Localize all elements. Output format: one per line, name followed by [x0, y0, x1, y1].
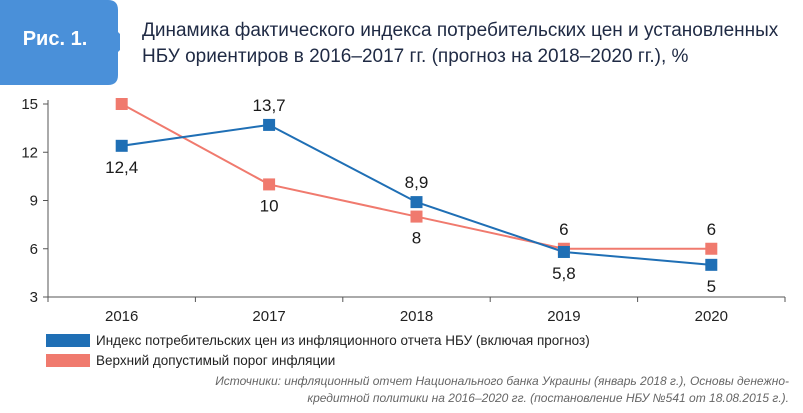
chart-title: Динамика фактического индекса потребител… — [142, 20, 779, 67]
marker-threshold — [263, 178, 276, 191]
legend-item-threshold: Верхний допустимый порог инфляции — [46, 350, 590, 370]
marker-cpi — [557, 245, 570, 258]
axes: 3 6 9 12 15 2016 2017 2018 2019 2020 — [21, 96, 786, 325]
data-labels: 12,4 15 13,7 10 8,9 8 5,8 6 5 6 — [105, 90, 716, 296]
figure-badge: Рис. 1. — [0, 0, 120, 85]
marker-cpi — [263, 118, 276, 131]
legend-swatch-threshold — [46, 353, 90, 367]
badge-shape — [0, 0, 120, 85]
data-label-threshold: 10 — [260, 196, 279, 215]
marker-cpi — [705, 258, 718, 271]
data-label-threshold: 8 — [412, 229, 421, 248]
legend-label-cpi: Индекс потребительских цен из инфляционн… — [96, 332, 590, 348]
data-label-cpi: 5,8 — [552, 264, 576, 283]
line-chart: 3 6 9 12 15 2016 2017 2018 2019 2020 12,4 15 13,7 10… — [21, 90, 786, 325]
source-note: Источники: инфляционный отчет Национальн… — [215, 374, 789, 405]
marker-cpi — [115, 139, 128, 152]
figure-number: Рис. 1. — [22, 28, 88, 50]
data-label-cpi: 13,7 — [253, 96, 286, 115]
legend-item-cpi: Индекс потребительских цен из инфляционн… — [46, 330, 590, 350]
x-tick-label: 2020 — [695, 308, 728, 325]
data-label-threshold: 6 — [559, 220, 568, 239]
y-tick-label: 9 — [30, 193, 38, 210]
legend-label-threshold: Верхний допустимый порог инфляции — [96, 352, 336, 368]
x-tick-label: 2016 — [105, 308, 138, 325]
series-markers — [115, 98, 718, 271]
data-label-cpi: 12,4 — [105, 158, 138, 177]
marker-threshold — [705, 242, 718, 255]
y-tick-label: 6 — [30, 241, 38, 258]
data-label-cpi: 8,9 — [405, 173, 429, 192]
marker-cpi — [410, 196, 423, 209]
legend-swatch-cpi — [46, 333, 90, 347]
y-tick-label: 12 — [21, 144, 38, 161]
x-tick-label: 2017 — [252, 308, 285, 325]
data-label-threshold: 6 — [707, 220, 716, 239]
x-tick-label: 2019 — [547, 308, 580, 325]
y-tick-label: 3 — [30, 289, 38, 306]
x-tick-label: 2018 — [400, 308, 433, 325]
marker-threshold — [115, 98, 128, 110]
data-label-cpi: 5 — [707, 277, 716, 296]
marker-threshold — [410, 210, 423, 223]
legend: Индекс потребительских цен из инфляционн… — [46, 330, 590, 370]
y-tick-label: 15 — [21, 96, 38, 113]
data-label-threshold: 15 — [112, 90, 131, 94]
